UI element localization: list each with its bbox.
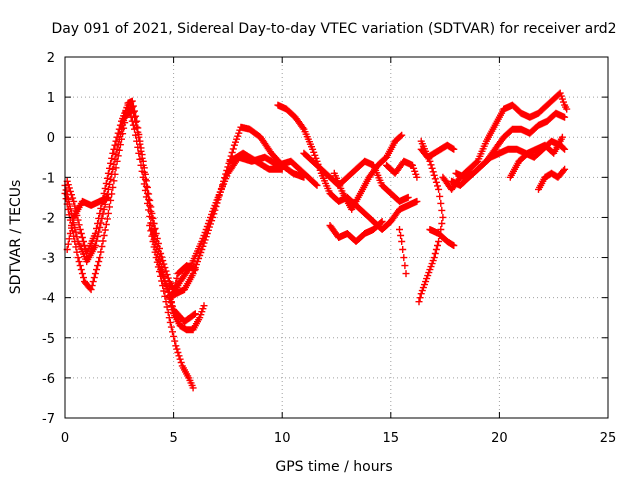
y-tick-label: -7 — [42, 412, 55, 427]
data-point-markers — [326, 218, 386, 245]
x-tick-label: 0 — [61, 431, 69, 446]
x-tick-label: 25 — [600, 431, 617, 446]
y-tick-label: -6 — [42, 372, 55, 387]
series-track-4 — [63, 193, 112, 253]
y-tick-label: 2 — [47, 51, 55, 66]
series-track-13 — [383, 157, 421, 181]
series-track-11 — [326, 218, 386, 245]
data-points — [61, 89, 571, 392]
y-tick-label: -4 — [42, 292, 55, 307]
data-point-markers — [396, 226, 410, 278]
x-tick-label: 5 — [169, 431, 177, 446]
y-axis-label: SDTVAR / TECUs — [8, 180, 24, 295]
series-track-14 — [396, 226, 410, 278]
x-tick-label: 20 — [491, 431, 508, 446]
y-tick-label: -1 — [42, 171, 55, 186]
data-point-markers — [383, 157, 421, 181]
series-track-16 — [415, 137, 447, 306]
data-point-markers — [426, 226, 458, 249]
data-point-markers — [506, 133, 566, 181]
grid — [65, 57, 608, 418]
x-tick-label: 10 — [274, 431, 291, 446]
y-tick-label: -2 — [42, 211, 55, 226]
data-point-markers — [226, 149, 286, 173]
y-tick-label: 0 — [47, 131, 55, 146]
series-track-17 — [426, 226, 458, 249]
data-point-markers — [146, 222, 197, 392]
series-track-5 — [146, 222, 197, 392]
y-tick-label: 1 — [47, 91, 55, 106]
series-track-8 — [226, 149, 286, 173]
data-point-markers — [167, 262, 199, 306]
data-point-markers — [415, 137, 447, 306]
data-point-markers — [63, 193, 112, 253]
plot-frame — [64, 56, 609, 419]
series-track-12 — [330, 131, 406, 213]
series-track-7 — [167, 262, 199, 306]
y-tick-label: -5 — [42, 332, 55, 347]
chart-title: Day 091 of 2021, Sidereal Day-to-day VTE… — [51, 21, 616, 37]
series-track-21 — [506, 133, 566, 181]
x-axis-label: GPS time / hours — [275, 459, 392, 475]
data-point-markers — [330, 131, 406, 213]
y-tick-label: -3 — [42, 252, 55, 267]
x-tick-label: 15 — [383, 431, 400, 446]
series-track-22 — [535, 165, 569, 193]
axis-ticks: 0 5 10 15 20 25 -7 -6 -5 -4 -3 -2 -1 0 1 2 — [42, 51, 616, 446]
data-point-markers — [535, 165, 569, 193]
